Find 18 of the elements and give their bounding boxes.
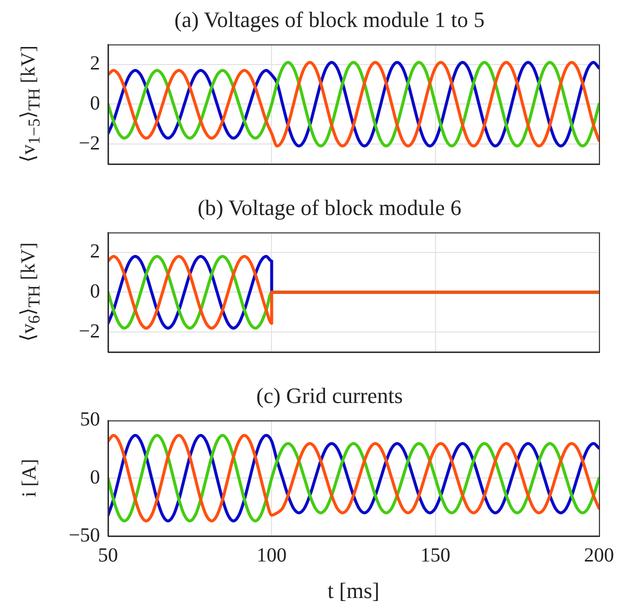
y-tick-label: 0: [90, 92, 100, 114]
chart-title: (c) Grid currents: [256, 382, 403, 408]
x-axis-title: t [ms]: [328, 578, 380, 604]
y-tick-label: −50: [68, 524, 100, 546]
chart-title: (a) Voltages of block module 1 to 5: [174, 6, 485, 32]
line-series: [108, 254, 599, 330]
y-tick-label: 0: [90, 280, 100, 302]
x-tick-label: 200: [584, 544, 614, 566]
y-tick-label: −2: [78, 132, 100, 154]
y-tick-label: 2: [90, 240, 100, 263]
y-tick-label: 0: [90, 466, 100, 488]
chart-title: (b) Voltage of block module 6: [198, 194, 462, 220]
y-tick-label: 50: [80, 408, 100, 431]
y-axis-title: i [A]: [18, 459, 42, 498]
x-tick-label: 150: [420, 544, 450, 566]
y-tick-label: −2: [78, 320, 100, 342]
x-tick-label: 100: [256, 544, 287, 566]
y-tick-label: 2: [90, 52, 100, 75]
